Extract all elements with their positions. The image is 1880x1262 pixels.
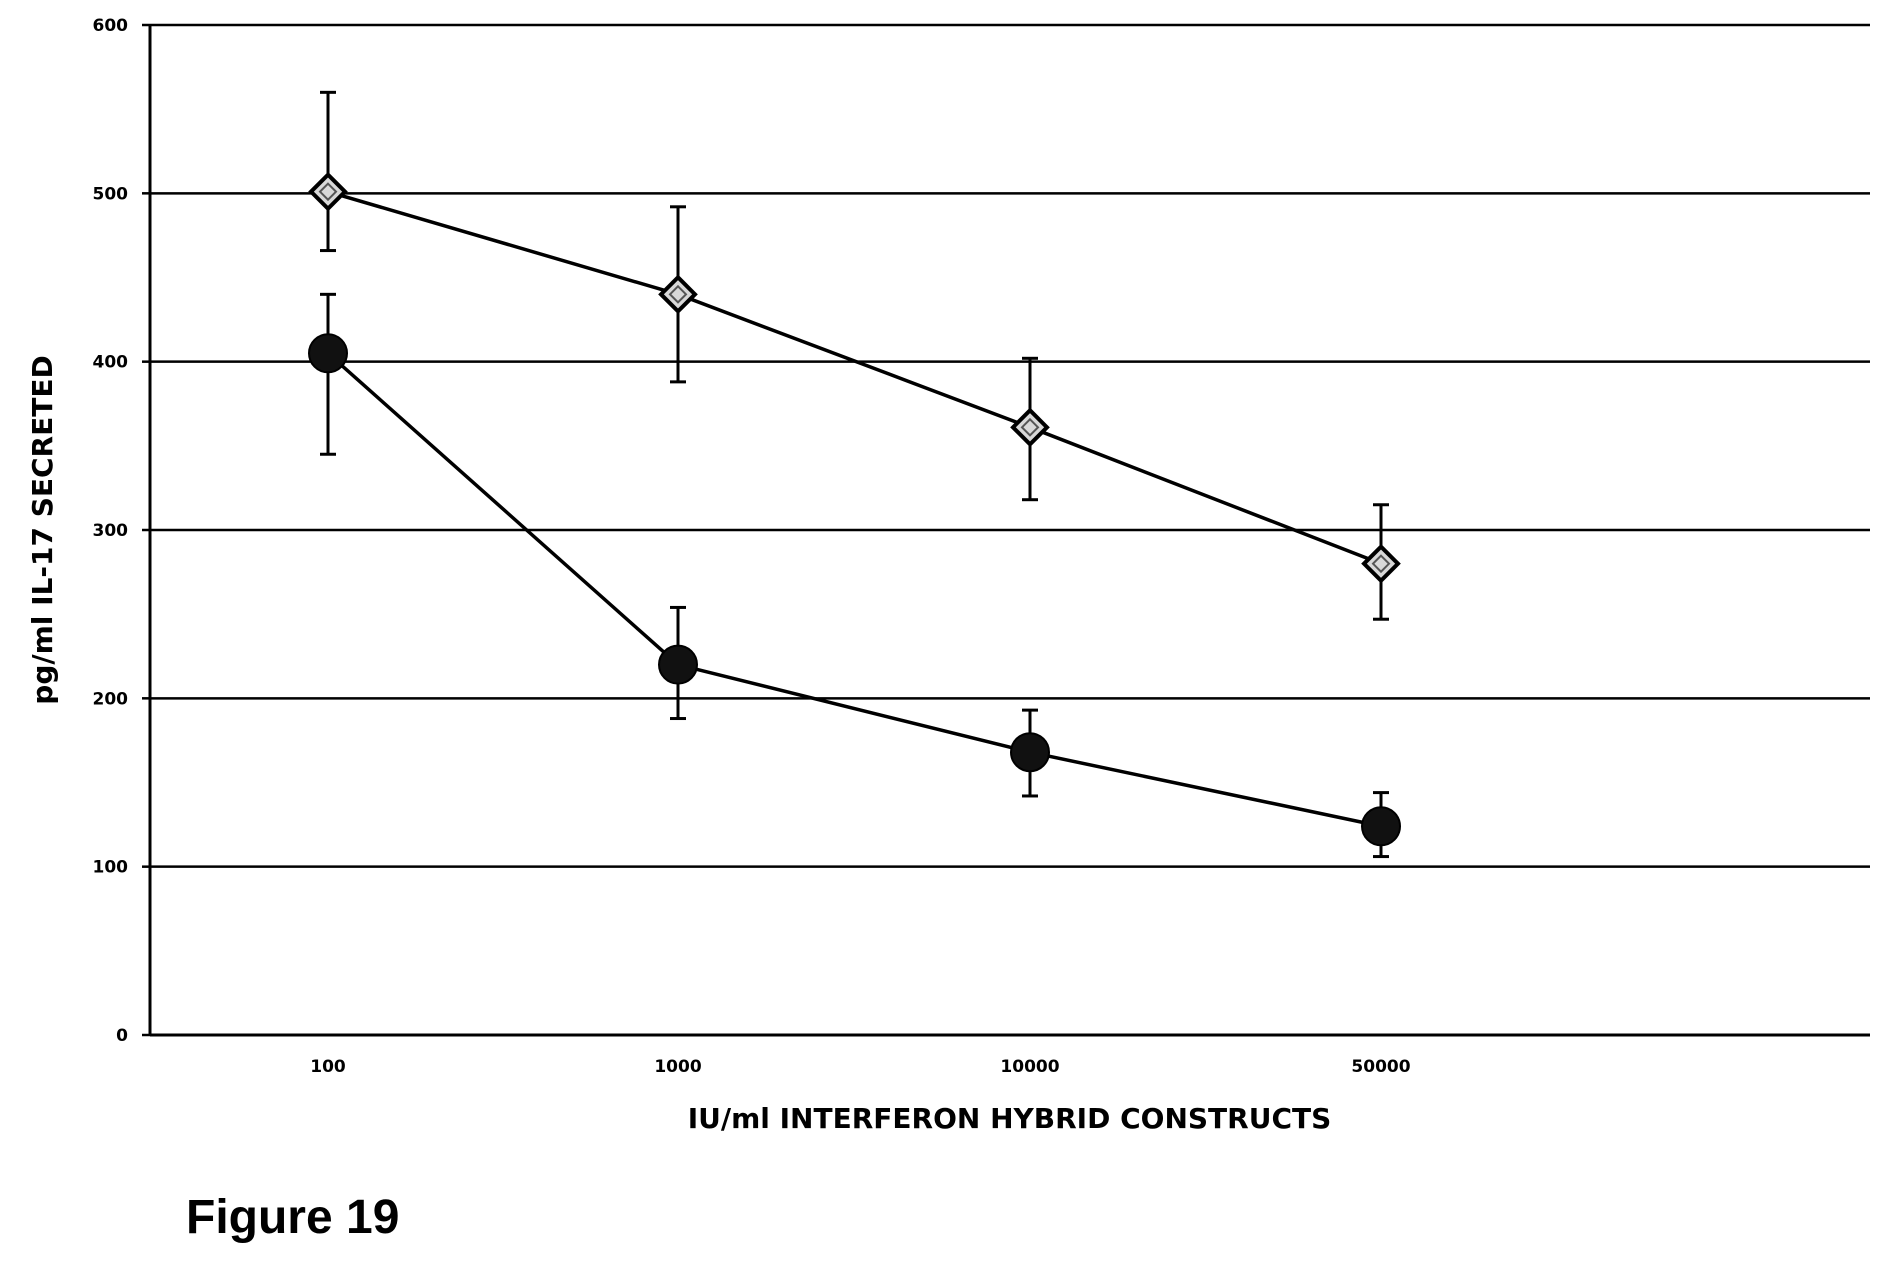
data-point-diamond-inner bbox=[1020, 417, 1040, 437]
x-tick-label-1000: 1000 bbox=[654, 1057, 701, 1077]
x-tick-labels: 100 1000 10000 50000 bbox=[310, 1057, 1410, 1077]
y-tick-label-0: 0 bbox=[116, 1026, 128, 1046]
series-2-line bbox=[326, 351, 1382, 828]
data-point-diamond bbox=[1010, 407, 1050, 448]
series-layer bbox=[308, 90, 1401, 859]
data-point-diamond-inner bbox=[318, 182, 338, 202]
series-2-circle bbox=[308, 292, 1401, 859]
y-tick-label-600: 600 bbox=[93, 16, 129, 36]
data-point-diamond-inner bbox=[668, 284, 688, 304]
y-axis-title: pg/ml IL-17 SECRETED bbox=[26, 355, 59, 704]
y-tick-label-300: 300 bbox=[93, 521, 129, 541]
data-point-circle bbox=[308, 333, 348, 374]
error-bar bbox=[320, 90, 336, 253]
y-tick-label-100: 100 bbox=[93, 858, 129, 878]
data-point-diamond-inner bbox=[1371, 554, 1391, 574]
data-point-diamond bbox=[658, 274, 698, 315]
x-tick-label-100: 100 bbox=[310, 1057, 346, 1077]
x-axis-title: IU/ml INTERFERON HYBRID CONSTRUCTS bbox=[688, 1102, 1332, 1135]
error-bar bbox=[320, 292, 336, 456]
axes bbox=[142, 23, 1870, 1037]
y-tick-label-500: 500 bbox=[93, 184, 129, 204]
data-point-diamond bbox=[308, 171, 348, 212]
y-tick-label-400: 400 bbox=[93, 353, 129, 373]
series-1-diamond bbox=[308, 90, 1401, 621]
data-point-circle bbox=[1010, 732, 1050, 773]
data-point-circle bbox=[1361, 806, 1401, 847]
x-tick-label-10000: 10000 bbox=[1000, 1057, 1059, 1077]
series-1-line bbox=[327, 189, 1382, 566]
figure-caption: Figure 19 bbox=[186, 1191, 400, 1244]
x-tick-label-50000: 50000 bbox=[1351, 1057, 1410, 1077]
y-tick-labels: 0 100 200 300 400 500 600 bbox=[93, 16, 129, 1046]
data-point-circle bbox=[658, 644, 698, 685]
grid-layer bbox=[150, 23, 1870, 868]
y-tick-label-200: 200 bbox=[93, 689, 129, 709]
data-point-diamond bbox=[1361, 543, 1401, 584]
